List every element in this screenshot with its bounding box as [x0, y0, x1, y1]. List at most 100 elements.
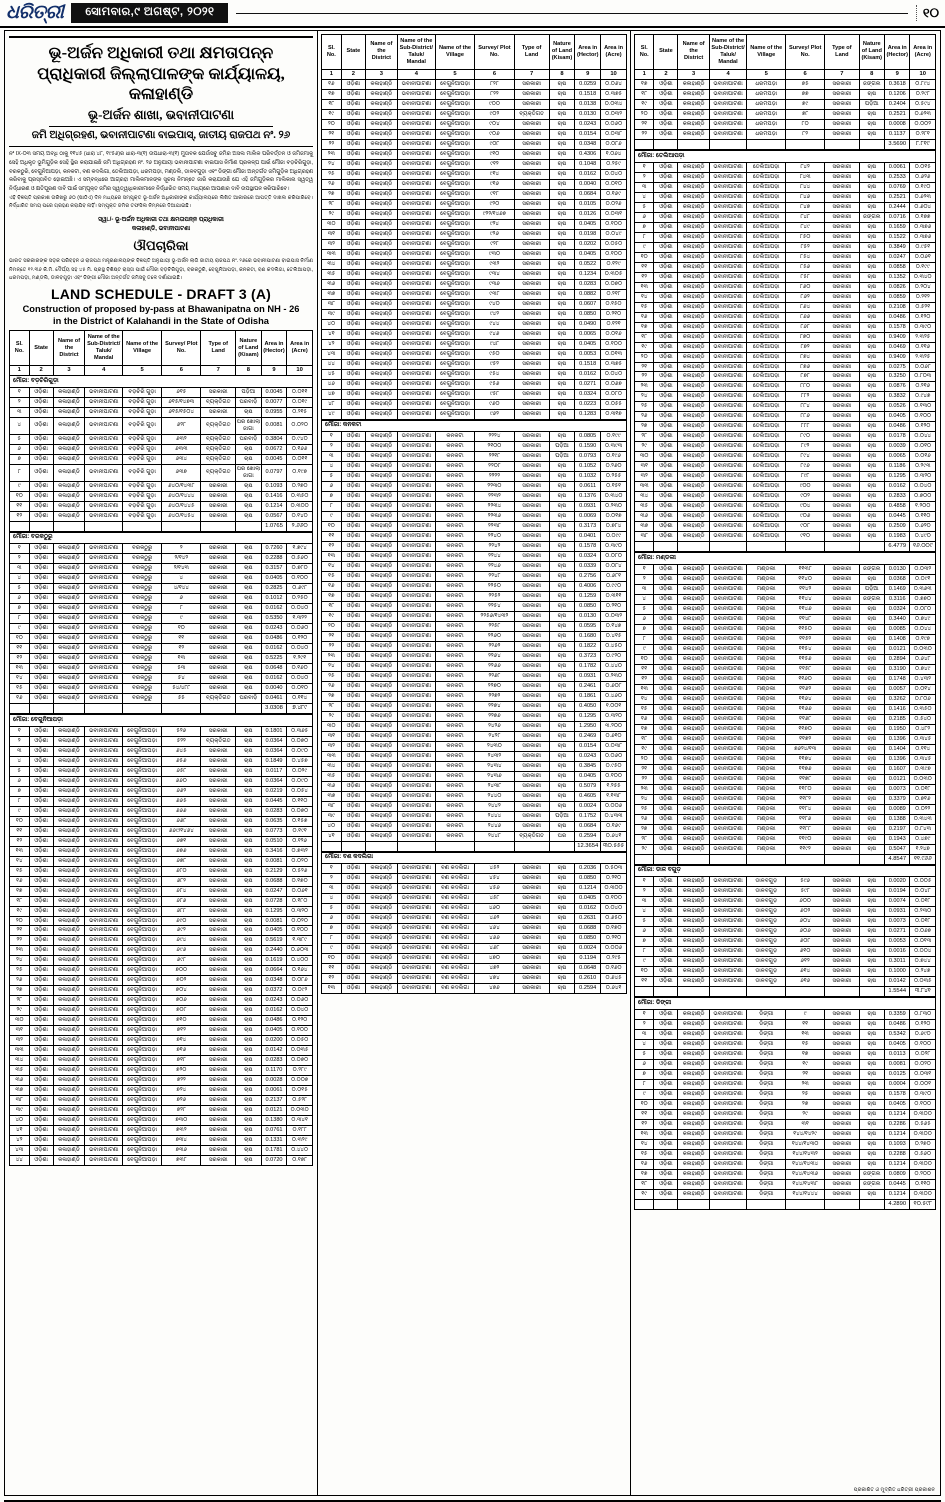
- total-acre: ୧୧.୯୬୬: [909, 853, 936, 865]
- cell-acre: ୦.୦୮୦: [600, 388, 627, 400]
- cell-sl: ୧୯: [9, 905, 30, 917]
- cell-kisam: ଚାଷ: [858, 221, 886, 233]
- cell-subdistrict: ଭବାନୀପାଟଣା: [396, 570, 436, 582]
- cell-type: ସରକାରୀ: [824, 281, 860, 293]
- cell-subdistrict: ଭବାନୀପାଟଣା: [84, 905, 124, 917]
- cell-state: ଓଡ଼ିଶା: [653, 1168, 679, 1180]
- cell-village: ମଣ୍ଡଲୀ: [746, 753, 787, 765]
- cell-village: ବଡ଼ଚିରି ଗୁଡ଼ା: [122, 463, 163, 482]
- cell-sl: ୧୩: [633, 683, 655, 695]
- cell-state: ଓଡ଼ିଶା: [28, 735, 54, 747]
- cell-acre: ୦.୨୯୮: [909, 89, 936, 101]
- table-row: ୨ ଓଡ଼ିଶା କଳାହାଣ୍ଡି ଭବାନୀପାଟଣା ଡିଙ୍ଗୀ ୧୧ ସରକାରୀ…: [633, 1018, 936, 1030]
- cell-hector: 0.1214: [884, 1158, 911, 1170]
- cell-sl: ୨୩: [633, 783, 655, 795]
- table-row: ୨୮ ଓଡ଼ିଶା କଳାହାଣ୍ଡି ଭବାନୀପାଟଣା ବେଗୁନିଆପଡ଼ା ୭୦…: [9, 995, 313, 1007]
- cell-village: ଡିଙ୍ଗୀ: [746, 1108, 787, 1120]
- cell-plot: ୬୭୬: [161, 845, 202, 857]
- cell-state: ଓଡ଼ିଶା: [653, 1038, 679, 1050]
- cell-type: ସରକାରୀ: [824, 723, 860, 735]
- cell-acre: ୦.୧୬୦: [286, 663, 313, 675]
- cell-hector: 0.2825: [260, 583, 288, 595]
- cell-sl: ୩୩: [321, 248, 342, 260]
- cell-state: ଓଡ଼ିଶା: [653, 906, 679, 918]
- cell-kisam: ଚାଷ: [858, 281, 886, 293]
- cell-kisam: ଚାଷ: [858, 311, 886, 323]
- cell-plot: ୬୭୧: [161, 835, 202, 847]
- cell-type: ସରକାରୀ: [824, 1038, 860, 1050]
- cell-district: କଳାହାଣ୍ଡି: [677, 603, 710, 615]
- cell-village: ଡାଳବଗୁଡ଼: [746, 946, 787, 958]
- cell-kisam: ଚାଷ: [858, 1128, 886, 1140]
- cell-acre: ୦.୧୨୦: [909, 1018, 936, 1030]
- cell-sl: ୨୪: [321, 159, 342, 171]
- cell-subdistrict: ଭବାନୀପାଟଣା: [396, 730, 436, 742]
- cell-plot: ୨୨୪୪: [474, 550, 515, 562]
- cell-village: କନକଟା: [434, 690, 476, 702]
- cell-state: ଓଡ଼ିଶା: [653, 723, 679, 735]
- cell-subdistrict: ଭବାନୀପାଟଣା: [708, 593, 748, 605]
- cell-district: କଳାହାଣ୍ଡି: [364, 129, 398, 141]
- cell-state: ଓଡ଼ିଶା: [340, 560, 366, 572]
- cell-district: କଳାହାଣ୍ଡି: [677, 703, 710, 715]
- cell-subdistrict: ଭବାନୀପାଟଣା: [708, 1128, 748, 1140]
- cell-subdistrict: ଭବାନୀପାଟଣା: [708, 331, 748, 343]
- cell-district: କଳାହାଣ୍ଡି: [364, 248, 398, 260]
- table-row: ୨୬ ଓଡ଼ିଶା କଳାହାଣ୍ଡି ଭବାନୀପାଟଣା ବେଗୁନିଆପଡ଼ା ୯୧…: [321, 179, 627, 190]
- cell-type: ସରକାରୀ: [513, 580, 550, 592]
- cell-village: ବରକଠୁରୁ: [122, 593, 163, 605]
- cell-subdistrict: ଭବାନୀପାଟଣା: [708, 1098, 748, 1110]
- cell-state: ଓଡ଼ିଶା: [28, 1065, 54, 1077]
- table-row: ୫ ଓଡ଼ିଶା କଳାହାଣ୍ଡି ଭବାନୀପାଟଣା ବରକଠୁରୁ ୪/୧୪୪ ସର…: [9, 583, 313, 595]
- cell-hector: 0.1983: [884, 531, 911, 543]
- cell-hector: 0.0154: [574, 129, 602, 141]
- cell-hector: 0.0405: [260, 1025, 288, 1037]
- cell-type: ସରକାରୀ: [200, 683, 237, 695]
- table-row: ୪୧ ଓଡ଼ିଶା କଳାହାଣ୍ଡି ଭବାନୀପାଟଣା କନକଟା ୨୪୪୮ ବ୍ୟକ…: [321, 830, 627, 842]
- cell-hector: 0.1469: [884, 583, 911, 595]
- cell-state: ଓଡ଼ିଶା: [340, 441, 366, 453]
- cell-plot: ୪୬୪: [474, 923, 515, 935]
- cell-kisam: ଚାଷ: [548, 338, 576, 350]
- cell-acre: ୦.୩୨୦: [600, 710, 627, 722]
- cell-subdistrict: ଭବାନୀପାଟଣା: [396, 830, 436, 842]
- cell-subdistrict: ଭବାନୀପାଟଣା: [84, 480, 124, 492]
- cell-type: ସରକାରୀ: [824, 623, 860, 635]
- cell-hector: 0.0045: [260, 453, 288, 465]
- cell-hector: 0.2444: [884, 201, 911, 213]
- cell-plot: ୯: [785, 1008, 826, 1020]
- cell-kisam: ଚାଷ: [858, 946, 886, 958]
- cell-plot: ୧୧୬୨: [785, 683, 826, 695]
- cell-acre: ୦.୩୯୦: [909, 321, 936, 333]
- cell-kisam: ଚାଷ: [235, 845, 262, 857]
- cell-hector: 0.0243: [574, 750, 602, 762]
- table-row: ୨୬ ଓଡ଼ିଶା କଳାହାଣ୍ଡି ଭବାନୀପାଟଣା ତେଲିଆପଡ଼ା ୮୮୬ ସ…: [633, 411, 936, 423]
- cell-village: ବଣ କଦଲିଗା: [434, 883, 476, 895]
- cell-type: ସରକାରୀ: [824, 171, 860, 183]
- cell-village: ଡିଙ୍ଗୀ: [746, 1098, 787, 1110]
- cell-plot: ୧୦: [161, 623, 202, 635]
- table-row: ୩୨ ଓଡ଼ିଶା କଳାହାଣ୍ଡି ଭବାନୀପାଟଣା ତେଲିଆପଡ଼ା ୮୯୮ ସ…: [633, 471, 936, 483]
- total-blank: [785, 541, 826, 553]
- cell-district: କଳାହାଣ୍ଡି: [677, 171, 710, 183]
- cell-district: କଳାହାଣ୍ଡି: [364, 511, 398, 522]
- table-row: ୩୦ ଓଡ଼ିଶା କଳାହାଣ୍ଡି ଭବାନୀପାଟଣା ବେଗୁନିଆପଡ଼ା ୯୨…: [321, 218, 627, 230]
- cell-type: ସରକାରୀ: [513, 730, 550, 742]
- cell-type: ସରକାରୀ: [513, 79, 550, 91]
- table-row: ୧୦ ଓଡ଼ିଶା କଳାହାଣ୍ଡି ଭବାନୀପାଟଣା କନକଟା ୨୨୩୮ ସରକା…: [321, 521, 627, 532]
- cell-sl: ୧୮: [633, 1178, 655, 1190]
- cell-kisam: ଚାଷ: [548, 278, 576, 290]
- cell-sl: ୧୯: [633, 743, 655, 755]
- table-row: ୨୮ ଓଡ଼ିଶା କଳାହାଣ୍ଡି ଭବାନୀପାଟଣା କନକଟା ୨୨୭୪ ସରକା…: [321, 700, 627, 712]
- cell-plot: ୧୧୬୬: [785, 703, 826, 715]
- cell-district: କଳାହାଣ୍ଡି: [677, 1148, 710, 1160]
- cell-kisam: ଚାଷ: [548, 348, 576, 360]
- cell-type: ସରକାରୀ: [513, 408, 550, 420]
- cell-type: ସରକାରୀ: [513, 650, 550, 662]
- cell-state: ଓଡ଼ିଶା: [653, 79, 679, 91]
- cell-type: ସରକାରୀ: [513, 943, 550, 955]
- cell-village: ମଣ୍ଡଲୀ: [746, 833, 787, 845]
- cell-state: ଓଡ଼ିଶା: [28, 490, 54, 502]
- cell-type: ସରକାରୀ: [513, 129, 550, 141]
- table-row: ୩୫ ଓଡ଼ିଶା କଳାହାଣ୍ଡି ଭବାନୀପାଟଣା ବେଗୁନିଆପଡ଼ା ୭୨…: [9, 1065, 313, 1077]
